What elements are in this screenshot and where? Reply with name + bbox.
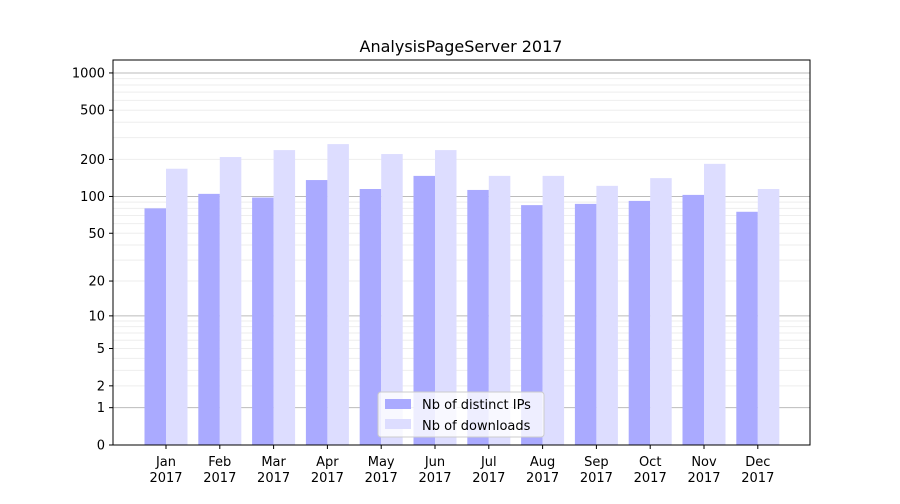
- bar-downloads: [650, 178, 672, 445]
- x-axis: Jan 2017 Feb 2017 Mar 2017 Apr 2017 May 2017 Jun 20…: [149, 445, 774, 486]
- x-tick-label: Aug 2017: [526, 455, 559, 486]
- y-tick-label: 10: [88, 309, 105, 324]
- bar-distinct-ips: [467, 189, 489, 445]
- x-tick-label: Feb 2017: [203, 455, 236, 486]
- plot-frame: [112, 59, 811, 446]
- y-tick-label: 200: [80, 153, 105, 168]
- bar-downloads: [381, 154, 403, 445]
- y-tick-label: 5: [97, 342, 105, 357]
- bar-downloads: [327, 144, 349, 445]
- chart-title: AnalysisPageServer 2017: [360, 37, 563, 56]
- y-tick-label: 50: [88, 227, 105, 242]
- legend-label-downloads: Nb of downloads: [422, 419, 531, 434]
- y-tick-label: 0: [97, 439, 105, 454]
- bar-downloads: [757, 189, 780, 445]
- bar-downloads: [219, 157, 242, 445]
- bar-downloads: [542, 175, 565, 445]
- bar-distinct-ips: [682, 194, 704, 445]
- x-tick-label: Dec 2017: [741, 455, 774, 486]
- x-tick-label: Jul 2017: [472, 455, 505, 486]
- bar-distinct-ips: [413, 175, 435, 445]
- bars: [144, 144, 780, 446]
- bar-distinct-ips: [144, 208, 166, 445]
- legend-swatch-ips: [385, 399, 411, 409]
- bar-downloads: [596, 185, 618, 446]
- bar-distinct-ips: [359, 189, 382, 445]
- x-tick-label: Nov 2017: [687, 455, 720, 486]
- y-tick-label: 1: [97, 401, 105, 416]
- bar-distinct-ips: [628, 200, 651, 445]
- x-tick-label: Sep 2017: [580, 455, 613, 486]
- y-tick-label: 100: [80, 190, 105, 205]
- y-tick-label: 500: [80, 104, 105, 119]
- y-tick-label: 2: [97, 379, 105, 394]
- x-tick-label: Jan 2017: [149, 455, 182, 486]
- x-tick-label: Apr 2017: [311, 455, 344, 486]
- x-tick-label: Jun 2017: [418, 455, 451, 486]
- legend-label-ips: Nb of distinct IPs: [422, 398, 531, 413]
- x-tick-label: May 2017: [365, 455, 398, 486]
- bar-distinct-ips: [736, 211, 758, 445]
- bar-distinct-ips: [521, 205, 543, 445]
- x-tick-label: Mar 2017: [257, 455, 290, 486]
- bar-distinct-ips: [252, 197, 274, 445]
- bar-downloads: [166, 168, 188, 445]
- legend-swatch-downloads: [385, 419, 411, 429]
- x-tick-label: Oct 2017: [634, 455, 667, 486]
- legend: Nb of distinct IPs Nb of downloads: [377, 391, 545, 438]
- bar-distinct-ips: [574, 203, 597, 445]
- bar-distinct-ips: [198, 193, 220, 445]
- bar-downloads: [488, 175, 511, 445]
- y-axis: 0 1 2 5 10 20 50 100 200 500 1000: [72, 66, 113, 454]
- y-tick-label: 20: [88, 275, 105, 290]
- legend-box: [377, 391, 545, 438]
- y-tick-label: 1000: [72, 66, 105, 81]
- bar-downloads: [273, 150, 296, 445]
- bar-downloads: [704, 163, 726, 445]
- bar-downloads: [435, 150, 457, 445]
- bar-distinct-ips: [305, 180, 328, 446]
